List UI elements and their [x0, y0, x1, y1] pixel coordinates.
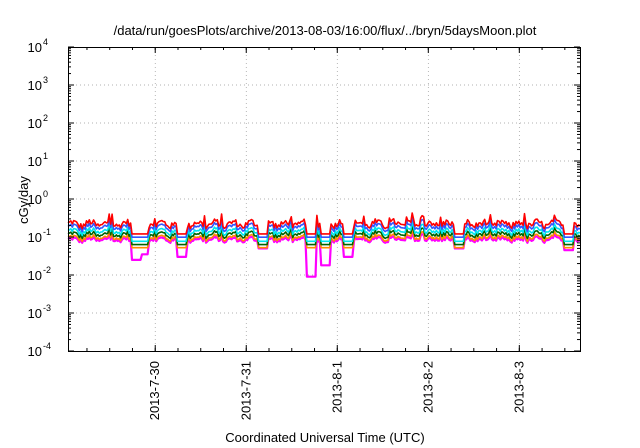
series-line	[67, 225, 581, 246]
x-tick-label: 2013-8-1	[329, 361, 344, 413]
y-tick-label: 10	[28, 78, 42, 93]
y-tick-label: 10	[28, 154, 42, 169]
y-axis-label: cGy/day	[16, 176, 31, 224]
y-tick-label: 10	[28, 268, 42, 283]
plot-frame	[68, 47, 581, 352]
x-tick-label: 2013-7-31	[238, 361, 253, 420]
series-line	[67, 231, 581, 278]
y-tick-label: 10	[28, 40, 42, 55]
x-tick-label: 2013-7-30	[147, 361, 162, 420]
y-tick-label: 10	[28, 116, 42, 131]
x-axis-label: Coordinated Universal Time (UTC)	[225, 430, 424, 445]
y-tick-exponent: 0	[43, 189, 48, 199]
y-tick-exponent: -2	[43, 265, 51, 275]
y-tick-label: 10	[28, 192, 42, 207]
y-tick-exponent: -1	[43, 227, 51, 237]
x-tick-label: 2013-8-2	[420, 361, 435, 413]
series-group	[67, 212, 581, 278]
x-ticks: 2013-7-30 2013-7-31 2013-8-1 2013-8-2 2013-8…	[86, 47, 566, 420]
y-tick-exponent: 4	[43, 37, 48, 47]
y-tick-label: 10	[28, 306, 42, 321]
series-line	[67, 221, 581, 243]
y-tick-exponent: -3	[43, 303, 51, 313]
grid	[68, 47, 580, 351]
y-tick-exponent: 1	[43, 151, 48, 161]
y-tick-label: 10	[28, 230, 42, 245]
y-tick-exponent: 2	[43, 113, 48, 123]
series-line	[67, 212, 581, 235]
y-tick-exponent: 3	[43, 75, 48, 85]
chart-title: /data/run/goesPlots/archive/2013-08-03/1…	[114, 23, 537, 38]
series-line	[67, 229, 581, 249]
y-tick-label: 10	[28, 344, 42, 359]
y-tick-exponent: -4	[43, 341, 51, 351]
series-line	[67, 216, 581, 238]
x-tick-label: 2013-8-3	[511, 361, 526, 413]
